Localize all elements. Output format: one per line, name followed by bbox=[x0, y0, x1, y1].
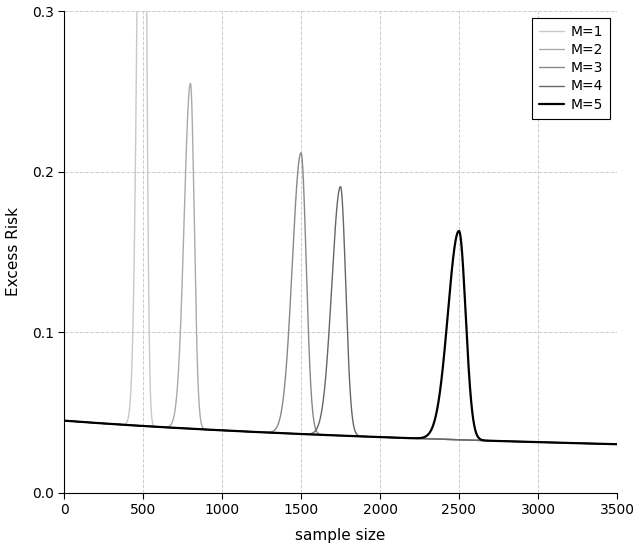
X-axis label: sample size: sample size bbox=[295, 529, 386, 544]
M=4 bbox=[500, 438, 508, 445]
M=5 bbox=[470, 421, 478, 428]
M=3 bbox=[412, 435, 419, 441]
M=5 bbox=[412, 435, 419, 441]
M=3 bbox=[500, 438, 508, 445]
M=5 bbox=[387, 434, 395, 441]
M=2 bbox=[500, 438, 508, 445]
M=5 bbox=[455, 228, 463, 234]
M=2 bbox=[613, 441, 621, 447]
M=1 bbox=[388, 434, 396, 441]
Line: M=2: M=2 bbox=[65, 83, 617, 444]
M=5 bbox=[88, 419, 96, 426]
M=1 bbox=[412, 435, 419, 441]
M=4 bbox=[260, 429, 268, 436]
M=4 bbox=[88, 419, 96, 426]
M=4 bbox=[337, 183, 344, 190]
Legend: M=1, M=2, M=3, M=4, M=5: M=1, M=2, M=3, M=4, M=5 bbox=[532, 18, 610, 119]
M=5 bbox=[613, 441, 621, 447]
M=1 bbox=[61, 417, 68, 424]
M=3 bbox=[470, 437, 478, 444]
M=2 bbox=[388, 434, 396, 441]
M=4 bbox=[412, 435, 419, 441]
M=5 bbox=[260, 429, 268, 436]
Line: M=4: M=4 bbox=[65, 187, 617, 444]
M=4 bbox=[388, 434, 396, 441]
M=4 bbox=[613, 441, 621, 447]
Y-axis label: Excess Risk: Excess Risk bbox=[6, 208, 20, 296]
M=3 bbox=[61, 417, 68, 424]
M=5 bbox=[61, 417, 68, 424]
M=1 bbox=[500, 438, 508, 445]
M=2 bbox=[187, 80, 195, 87]
Line: M=5: M=5 bbox=[65, 231, 617, 444]
M=2 bbox=[412, 435, 419, 441]
M=3 bbox=[88, 419, 96, 426]
M=3 bbox=[260, 429, 268, 436]
M=1 bbox=[260, 429, 268, 436]
M=2 bbox=[470, 437, 478, 444]
M=2 bbox=[260, 429, 268, 436]
M=4 bbox=[61, 417, 68, 424]
M=1 bbox=[613, 441, 621, 447]
M=5 bbox=[500, 438, 508, 445]
M=3 bbox=[388, 434, 396, 441]
M=1 bbox=[88, 419, 96, 426]
M=4 bbox=[470, 437, 478, 444]
M=1 bbox=[470, 437, 478, 444]
M=3 bbox=[613, 441, 621, 447]
M=3 bbox=[297, 150, 305, 156]
Line: M=3: M=3 bbox=[65, 153, 617, 444]
M=2 bbox=[61, 417, 68, 424]
M=2 bbox=[88, 419, 96, 426]
Line: M=1: M=1 bbox=[65, 0, 617, 444]
